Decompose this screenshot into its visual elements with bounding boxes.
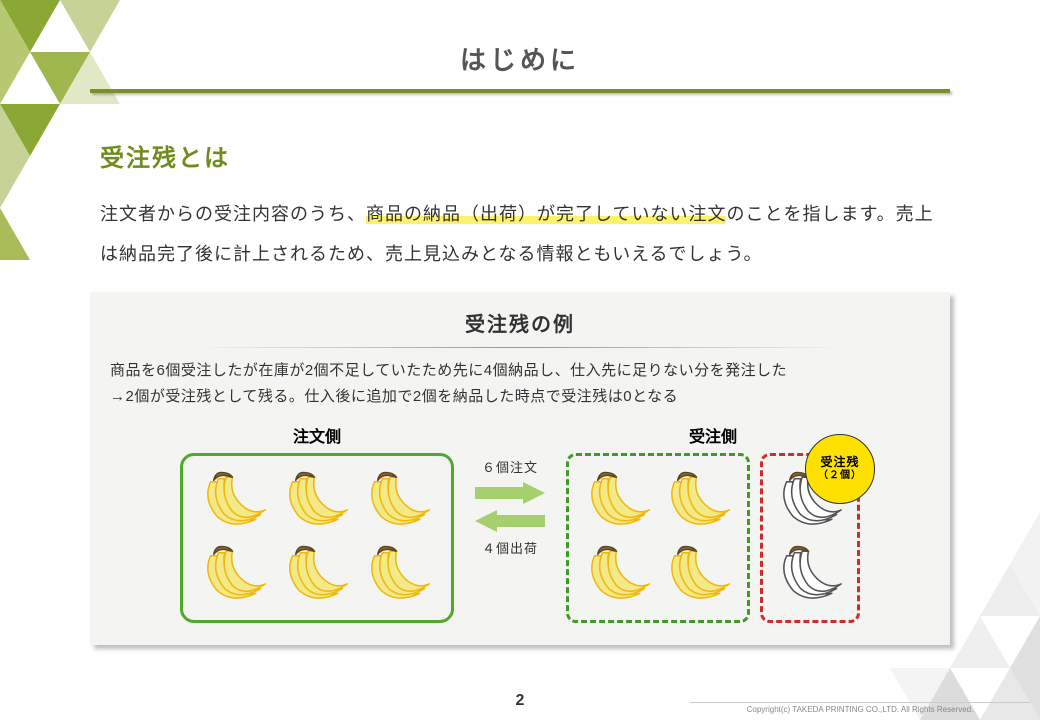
order-column: 注文側 (180, 423, 454, 623)
banana-icon (579, 540, 657, 606)
example-desc-line1: 商品を6個受注したが在庫が2個不足していたため先に4個納品し、仕入先に足りない分… (110, 362, 787, 379)
arrow-left-icon (475, 510, 545, 532)
backorder-badge: 受注残 （２個） (805, 434, 875, 504)
banana-icon (579, 466, 657, 532)
backorder-box: 受注残 （２個） (760, 453, 860, 623)
title-rule (90, 89, 950, 93)
receive-column: 受注側 (566, 423, 860, 623)
page-title: はじめに (50, 40, 990, 77)
badge-line1: 受注残 (820, 455, 859, 470)
body-highlight: 商品の納品（出荷）が完了していない注文 (366, 204, 726, 224)
banana-icon (659, 466, 737, 532)
body-pre: 注文者からの受注内容のうち、 (100, 204, 366, 224)
section-body: 注文者からの受注内容のうち、商品の納品（出荷）が完了していない注文のことを指しま… (100, 195, 940, 274)
diagram: 注文側 (110, 423, 930, 623)
example-desc: 商品を6個受注したが在庫が2個不足していたため先に4個納品し、仕入先に足りない分… (110, 358, 930, 409)
banana-icon (659, 540, 737, 606)
arrow-top-label: ６個注文 (482, 457, 538, 476)
example-box: 受注残の例 商品を6個受注したが在庫が2個不足していたため先に4個納品し、仕入先… (90, 292, 950, 645)
copyright: Copyright(c) TAKEDA PRINTING CO.,LTD. Al… (690, 702, 1030, 714)
example-rule (192, 347, 848, 348)
arrow-right-icon (475, 482, 545, 504)
example-desc-line2: →2個が受注残として残る。仕入後に追加で2個を納品した時点で受注残は0となる (110, 388, 678, 405)
banana-icon (277, 466, 355, 532)
banana-icon (771, 540, 849, 606)
banana-icon (195, 466, 273, 532)
banana-icon (359, 466, 437, 532)
banana-icon (277, 540, 355, 606)
receive-box (566, 453, 750, 623)
banana-icon (195, 540, 273, 606)
example-title: 受注残の例 (110, 308, 930, 337)
section-heading: 受注残とは (100, 138, 940, 173)
arrow-bottom-label: ４個出荷 (482, 538, 538, 557)
order-box (180, 453, 454, 623)
order-label: 注文側 (180, 423, 454, 447)
banana-icon (359, 540, 437, 606)
arrow-column: ６個注文 ４個出荷 (460, 423, 560, 557)
badge-line2: （２個） (818, 470, 862, 483)
